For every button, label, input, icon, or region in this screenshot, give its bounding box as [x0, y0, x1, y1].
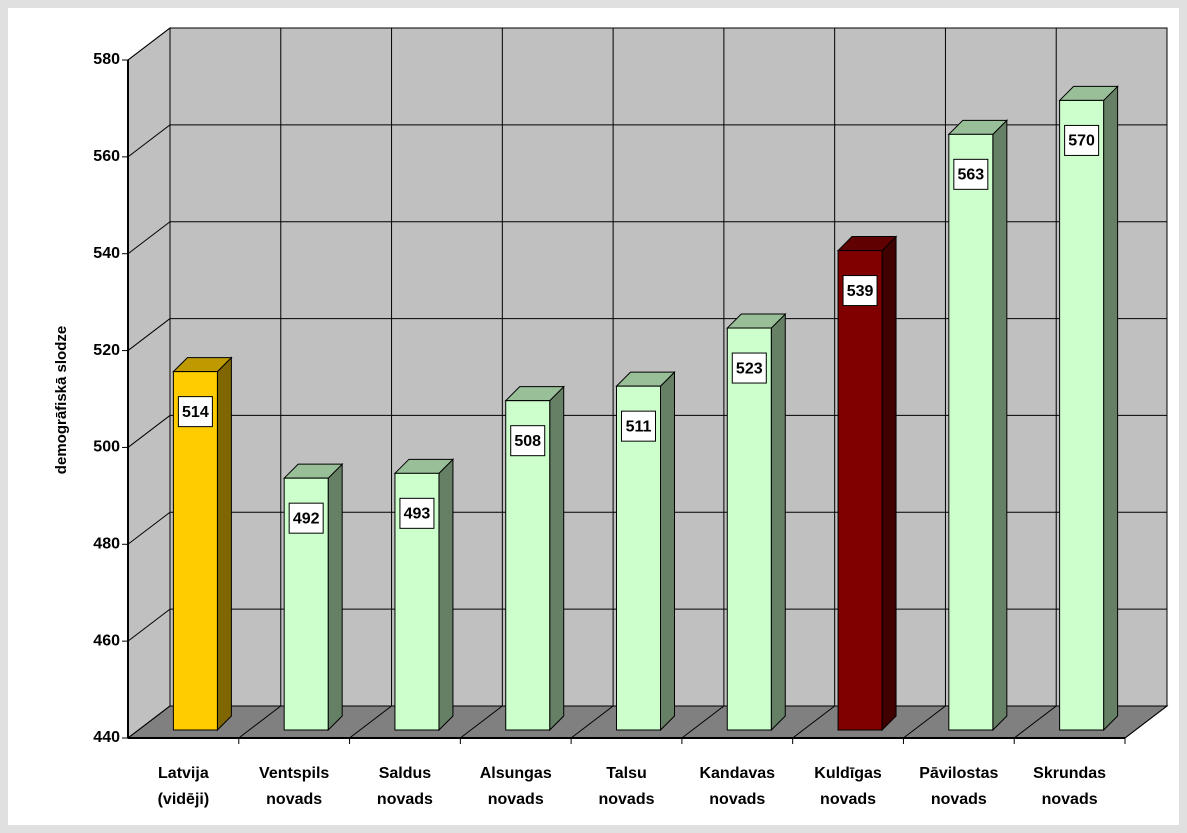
value-label-box — [842, 275, 878, 307]
value-label-box — [953, 158, 989, 190]
bar-side — [770, 312, 786, 732]
grid-line — [127, 608, 171, 642]
grid-line — [127, 124, 171, 158]
y-tick-label: 580 — [93, 51, 120, 68]
bar-side — [660, 370, 675, 732]
bar — [172, 371, 218, 731]
bar — [1059, 99, 1105, 731]
floor-divider — [792, 705, 835, 739]
bar — [616, 385, 661, 731]
x-tick-label: Alsungas — [480, 765, 552, 782]
value-label: 563 — [957, 167, 984, 184]
bar-side — [438, 458, 454, 732]
x-tick-label: novads — [377, 791, 433, 808]
grid-line — [127, 705, 171, 739]
y-tick-label: 500 — [93, 439, 120, 456]
value-label-box — [399, 497, 435, 529]
grid-line — [127, 27, 171, 61]
bar-side — [216, 356, 232, 732]
grid-line — [127, 511, 171, 545]
bar-side — [992, 119, 1008, 732]
x-tick-label: novads — [820, 791, 876, 808]
value-label: 523 — [736, 360, 763, 377]
floor-divider — [349, 705, 392, 739]
x-tick-label: novads — [1042, 791, 1098, 808]
value-label-box — [510, 425, 546, 457]
y-tick-label: 560 — [93, 148, 120, 165]
floor-divider — [681, 705, 725, 739]
x-tick-label: Talsu — [606, 765, 647, 782]
side-wall — [127, 26, 171, 740]
x-tick-label: Kandavas — [699, 765, 775, 782]
bar — [726, 327, 772, 731]
y-axis-label: demogrāfiskā slodze — [53, 326, 70, 474]
value-label: 514 — [182, 404, 209, 421]
value-label: 492 — [293, 510, 320, 527]
floor-divider — [570, 705, 614, 739]
grid-line — [127, 318, 171, 351]
value-label-box — [621, 410, 656, 442]
value-label: 539 — [847, 283, 874, 300]
x-tick-label: (vidēji) — [158, 791, 210, 808]
x-tick-label: Skrundas — [1033, 765, 1106, 782]
y-tick-label: 460 — [93, 632, 120, 649]
x-tick-label: Pāvilostas — [919, 765, 998, 782]
y-tick-label: 440 — [93, 729, 120, 746]
value-label-box — [288, 502, 324, 534]
y-tick-label: 540 — [93, 245, 120, 262]
value-label: 508 — [514, 433, 541, 450]
x-tick-label: Saldus — [379, 765, 432, 782]
x-tick-label: novads — [598, 791, 654, 808]
x-tick-label: Ventspils — [259, 765, 329, 782]
y-tick-label: 480 — [93, 536, 120, 553]
floor-divider — [1013, 705, 1057, 739]
value-label: 511 — [626, 418, 652, 435]
x-tick-label: novads — [266, 791, 322, 808]
bar — [837, 250, 883, 731]
grid-line — [127, 415, 171, 448]
value-label: 570 — [1068, 133, 1095, 150]
x-tick-label: novads — [488, 791, 544, 808]
x-tick-label: Kuldīgas — [814, 765, 882, 782]
x-tick-label: Latvija — [158, 765, 209, 782]
floor-divider — [903, 705, 946, 739]
floor-divider — [460, 705, 503, 739]
x-tick-label: novads — [709, 791, 765, 808]
bar-side — [1103, 85, 1119, 732]
grid-line — [127, 221, 171, 255]
value-label-box — [177, 396, 213, 428]
x-tick-label: novads — [931, 791, 987, 808]
floor-divider — [238, 705, 282, 739]
value-label: 493 — [404, 506, 431, 523]
value-label-box — [731, 352, 767, 384]
value-label-box — [1064, 124, 1100, 156]
y-tick-label: 520 — [93, 342, 120, 359]
bar-side — [881, 235, 897, 732]
bar-side — [327, 462, 343, 732]
bar — [948, 133, 994, 731]
bar-side — [549, 385, 565, 732]
floor-divider — [1124, 705, 1168, 739]
